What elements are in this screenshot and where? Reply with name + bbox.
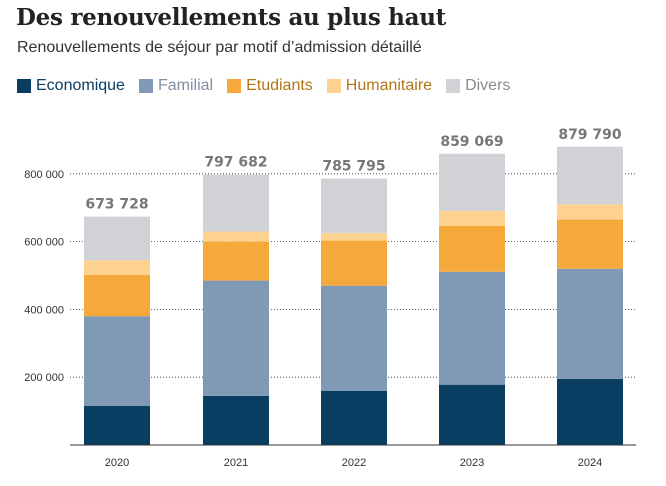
legend-item-divers: Divers [446, 77, 510, 95]
bar-segment-etudiants [203, 241, 269, 281]
bar-segment-etudiants [557, 219, 623, 269]
bar-segment-familial [321, 285, 387, 391]
bar-segment-familial [557, 268, 623, 379]
bar-segment-familial [203, 280, 269, 396]
bar-segment-humanitaire [557, 204, 623, 220]
bar-total-label: 785 795 [322, 159, 385, 175]
bar-total-label: 879 790 [558, 127, 622, 143]
legend-swatch [227, 79, 242, 93]
legend-label: Divers [465, 77, 511, 94]
y-tick-label: 800 000 [24, 169, 64, 181]
chart-legend: Economique Familial Etudiants Humanitaire Di… [17, 76, 524, 96]
bar-segment-economique [557, 378, 623, 445]
legend-swatch [446, 79, 461, 93]
bar-segment-familial [84, 316, 150, 407]
legend-swatch [138, 79, 153, 93]
legend-item-etudiants: Etudiants [227, 77, 313, 95]
legend-label: Humanitaire [345, 77, 433, 94]
bar-segment-divers [84, 216, 150, 261]
legend-swatch [17, 79, 31, 93]
bar-segment-divers [203, 174, 269, 232]
bar-segment-etudiants [439, 226, 505, 272]
legend-item-familial: Familial [138, 77, 214, 95]
legend-label: Economique [36, 77, 125, 94]
y-tick-label: 600 000 [24, 237, 64, 249]
bar-segment-divers [439, 153, 505, 211]
bar-segment-economique [84, 406, 150, 445]
chart-subtitle: Renouvellements de séjour par motif d’ad… [17, 39, 422, 56]
bar-segment-familial [439, 271, 505, 385]
legend-label: Etudiants [246, 77, 313, 94]
x-tick-label: 2024 [578, 457, 602, 469]
bar-segment-etudiants [84, 274, 150, 317]
bar-segment-economique [439, 384, 505, 445]
x-tick-label: 2023 [460, 457, 484, 469]
x-tick-label: 2020 [105, 457, 129, 469]
bar-segment-humanitaire [84, 260, 150, 275]
bar-segment-humanitaire [203, 231, 269, 242]
y-tick-label: 200 000 [24, 372, 64, 384]
bar-segment-divers [321, 178, 387, 234]
bar-segment-economique [321, 390, 387, 445]
bar-total-label: 673 728 [85, 197, 148, 213]
bar-total-label: 797 682 [204, 155, 267, 171]
legend-item-economique: Economique [17, 77, 125, 95]
legend-item-humanitaire: Humanitaire [326, 77, 433, 95]
x-tick-label: 2022 [342, 457, 366, 469]
x-tick-label: 2021 [224, 457, 248, 469]
bar-segment-humanitaire [321, 233, 387, 241]
bar-segment-etudiants [321, 240, 387, 286]
legend-swatch [326, 79, 341, 93]
y-tick-label: 400 000 [24, 304, 64, 316]
bar-segment-economique [203, 395, 269, 445]
bar-total-label: 859 069 [440, 134, 503, 150]
chart-title: Des renouvellements au plus haut [16, 4, 446, 31]
bar-segment-humanitaire [439, 210, 505, 227]
legend-label: Familial [157, 77, 214, 94]
bar-segment-divers [557, 146, 623, 205]
